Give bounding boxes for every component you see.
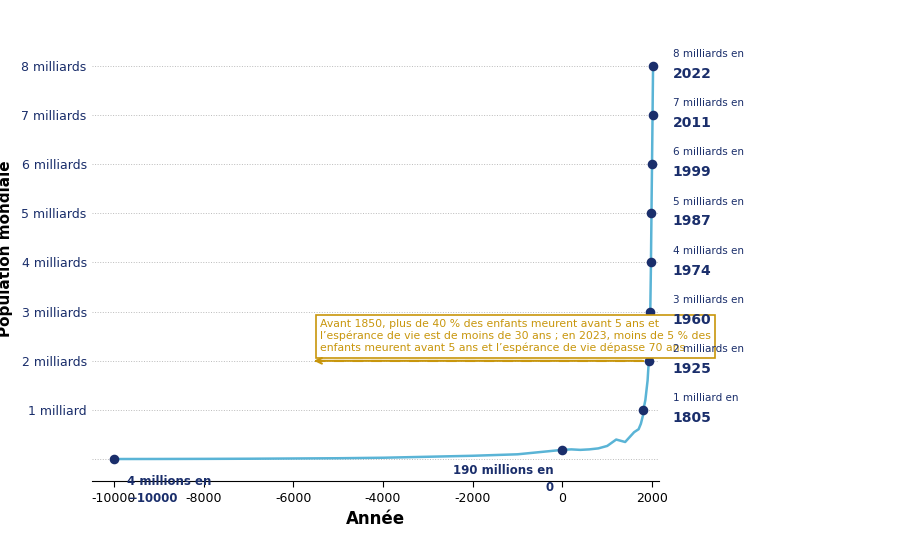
Point [636, 406, 651, 415]
Text: 1925: 1925 [673, 362, 711, 376]
X-axis label: Année: Année [346, 510, 404, 528]
Text: 2022: 2022 [673, 67, 711, 81]
Text: 1987: 1987 [673, 214, 711, 228]
Text: Avant 1850, plus de 40 % des enfants meurent avant 5 ans et
l’espérance de vie e: Avant 1850, plus de 40 % des enfants meu… [320, 319, 711, 353]
Point [645, 110, 660, 119]
Y-axis label: Population mondiale: Population mondiale [0, 161, 13, 337]
Text: 6 milliards en: 6 milliards en [673, 148, 744, 158]
Text: 1960: 1960 [673, 313, 711, 327]
Text: 2011: 2011 [673, 116, 711, 130]
Point [107, 455, 122, 463]
Text: 8 milliards en: 8 milliards en [673, 49, 744, 59]
Point [555, 445, 570, 454]
Text: 1805: 1805 [673, 411, 711, 425]
Text: 1999: 1999 [673, 165, 711, 179]
Point [646, 61, 661, 70]
Text: 7 milliards en: 7 milliards en [673, 98, 744, 108]
Text: 1 milliard en: 1 milliard en [673, 393, 738, 404]
Text: 1974: 1974 [673, 264, 711, 277]
Text: 2 milliards en: 2 milliards en [673, 344, 744, 354]
Text: 5 milliards en: 5 milliards en [673, 197, 744, 207]
Point [641, 357, 656, 365]
Text: 0: 0 [545, 481, 554, 494]
Text: 4 millions en: 4 millions en [127, 475, 211, 488]
Point [645, 160, 660, 168]
Text: 4 milliards en: 4 milliards en [673, 246, 744, 256]
Text: −10000: −10000 [127, 492, 178, 505]
Text: 3 milliards en: 3 milliards en [673, 295, 744, 305]
Text: 190 millions en: 190 millions en [453, 464, 554, 476]
Point [643, 307, 658, 316]
Point [643, 258, 658, 267]
Point [644, 209, 659, 218]
